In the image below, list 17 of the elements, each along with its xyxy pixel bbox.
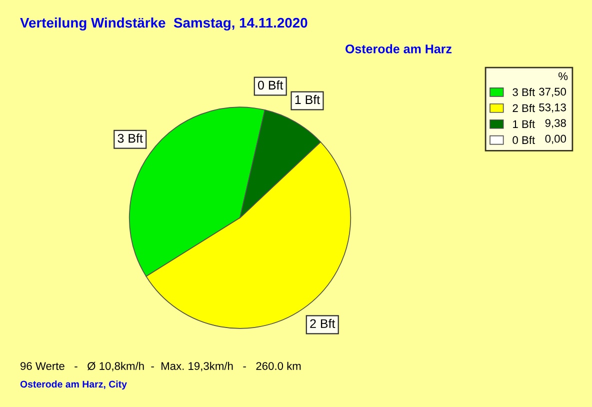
slice-label: 2 Bft [310, 318, 336, 328]
text: 96 Werte - Ø 10,8km/h - Max. 19,3km/h - 260.0 km [20, 362, 301, 372]
legend-label: 3 Bft [512, 88, 535, 96]
data-label: 9,38 [545, 119, 566, 128]
chart-subtitle: Osterode am Harz [346, 44, 452, 54]
legend-label: 1 Bft [513, 120, 535, 128]
chart-title: Verteilung Windstärke Samstag, 14.11.2020 [20, 17, 308, 31]
text: 0,00 [545, 134, 566, 144]
legend-title: % [558, 72, 568, 80]
legend-label: 2 Bft [512, 104, 535, 112]
category-label: 0 Bft [258, 80, 284, 90]
text: Osterode am Harz, City [20, 380, 127, 390]
slice-label: 1 Bft [295, 94, 320, 104]
data-label: 37,50 [539, 88, 566, 97]
data-label: 53,13 [539, 103, 566, 113]
slice-label: 3 Bft [118, 134, 143, 143]
legend-label: 0 Bft [512, 136, 535, 144]
